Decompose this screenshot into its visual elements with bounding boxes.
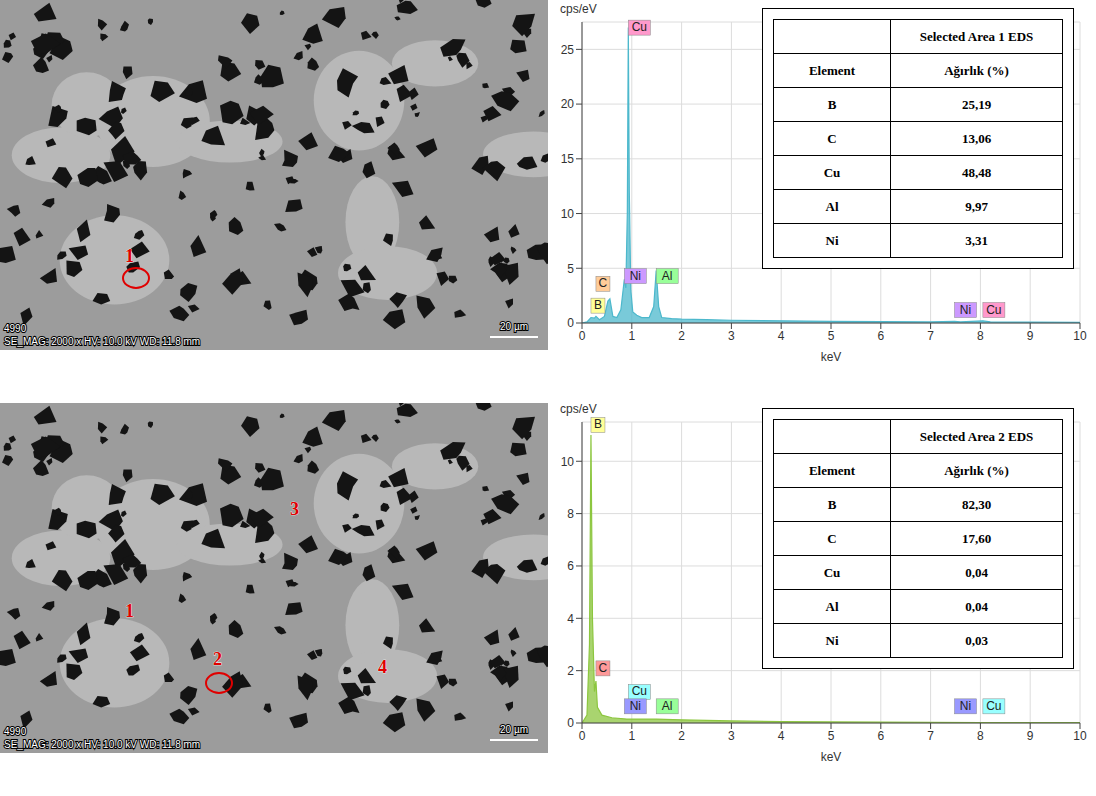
html-text:Selected Area 2 EDS: Selected Area 2 EDS — [919, 428, 1034, 444]
html-text:9,97: 9,97 — [965, 198, 988, 214]
html-text:25,19: 25,19 — [961, 96, 992, 112]
svg-text:7: 7 — [927, 729, 934, 743]
html-text:13,06: 13,06 — [961, 130, 992, 146]
svg-text:B: B — [594, 417, 602, 431]
svg-text:2: 2 — [678, 329, 685, 343]
html-text:Selected Area 1 EDS: Selected Area 1 EDS — [919, 28, 1034, 44]
svg-text:8: 8 — [977, 329, 984, 343]
html-text:cps/eV: cps/eV — [560, 402, 597, 416]
svg-text:4990: 4990 — [4, 323, 27, 334]
html-text:Al: Al — [825, 198, 839, 214]
svg-text:10: 10 — [1073, 329, 1087, 343]
html-text:48,48: 48,48 — [961, 164, 992, 180]
svg-text:C: C — [599, 661, 608, 675]
html-text:C: C — [827, 530, 837, 546]
html-text:Element: Element — [808, 62, 856, 78]
svg-text:10: 10 — [1073, 729, 1087, 743]
svg-text:20: 20 — [561, 97, 575, 111]
svg-text:SE_MAG: 2000 x HV: 10.0 kV WD: SE_MAG: 2000 x HV: 10.0 kV WD: 11.8 mm — [4, 336, 200, 347]
html-text:Ni: Ni — [825, 632, 839, 648]
svg-text:SE_MAG: 2000 x HV: 10.0 kV WD: SE_MAG: 2000 x HV: 10.0 kV WD: 11.8 mm — [4, 739, 200, 750]
svg-text:5: 5 — [828, 729, 835, 743]
svg-text:20 µm: 20 µm — [500, 724, 528, 735]
html-text:0,04: 0,04 — [965, 564, 988, 580]
svg-text:4: 4 — [778, 729, 785, 743]
svg-text:Ni: Ni — [630, 699, 641, 713]
svg-text:Cu: Cu — [632, 20, 647, 34]
svg-text:3: 3 — [728, 729, 735, 743]
svg-text:Ni: Ni — [960, 699, 971, 713]
svg-text:9: 9 — [1027, 329, 1034, 343]
html-text:Ağırlık (%): Ağırlık (%) — [944, 62, 1009, 78]
html-text:17,60: 17,60 — [961, 530, 992, 546]
html-text:B: B — [827, 96, 837, 112]
html-text:Ni: Ni — [825, 232, 839, 248]
svg-text:Cu: Cu — [986, 303, 1001, 317]
html-text:0,04: 0,04 — [965, 598, 988, 614]
svg-text:C: C — [599, 276, 608, 290]
svg-text:2: 2 — [678, 729, 685, 743]
svg-text:5: 5 — [828, 329, 835, 343]
svg-text:8: 8 — [567, 507, 574, 521]
svg-text:0: 0 — [579, 729, 586, 743]
html-text:0,03: 0,03 — [965, 632, 988, 648]
html-text:Cu: Cu — [823, 164, 841, 180]
svg-text:15: 15 — [561, 152, 575, 166]
html-text:Cu: Cu — [823, 564, 841, 580]
html-text:Element: Element — [808, 462, 856, 478]
svg-text:4990: 4990 — [4, 726, 27, 737]
html-text:Ağırlık (%): Ağırlık (%) — [944, 462, 1009, 478]
svg-text:2: 2 — [213, 649, 222, 669]
svg-text:Cu: Cu — [986, 699, 1001, 713]
svg-text:Ni: Ni — [630, 269, 641, 283]
svg-text:9: 9 — [1027, 729, 1034, 743]
svg-text:6: 6 — [567, 559, 574, 573]
svg-text:3: 3 — [728, 329, 735, 343]
svg-text:B: B — [594, 298, 602, 312]
svg-text:10: 10 — [561, 207, 575, 221]
svg-text:2: 2 — [567, 664, 574, 678]
svg-text:4: 4 — [567, 612, 574, 626]
svg-text:Al: Al — [662, 269, 673, 283]
svg-text:keV: keV — [821, 750, 842, 764]
svg-text:keV: keV — [821, 350, 842, 364]
svg-text:1: 1 — [628, 329, 635, 343]
svg-text:20 µm: 20 µm — [500, 321, 528, 332]
svg-text:6: 6 — [877, 729, 884, 743]
html-text:Al: Al — [825, 598, 839, 614]
html-text:82,30: 82,30 — [961, 496, 992, 512]
svg-text:Cu: Cu — [632, 684, 647, 698]
html-text:B: B — [827, 496, 837, 512]
html-text:3,31: 3,31 — [965, 232, 988, 248]
svg-text:10: 10 — [561, 455, 575, 469]
svg-text:4: 4 — [778, 329, 785, 343]
svg-text:Ni: Ni — [960, 303, 971, 317]
html-text:cps/eV: cps/eV — [560, 2, 597, 16]
svg-text:0: 0 — [579, 329, 586, 343]
svg-text:25: 25 — [561, 43, 575, 57]
svg-text:3: 3 — [290, 499, 299, 519]
svg-text:1: 1 — [628, 729, 635, 743]
svg-text:7: 7 — [927, 329, 934, 343]
svg-text:0: 0 — [567, 316, 574, 330]
svg-text:1: 1 — [125, 246, 134, 266]
html-text:C: C — [827, 130, 837, 146]
svg-text:5: 5 — [567, 262, 574, 276]
svg-text:Al: Al — [662, 699, 673, 713]
svg-text:8: 8 — [977, 729, 984, 743]
svg-text:4: 4 — [378, 657, 387, 677]
svg-text:1: 1 — [125, 601, 134, 621]
svg-text:6: 6 — [877, 329, 884, 343]
svg-text:0: 0 — [567, 716, 574, 730]
